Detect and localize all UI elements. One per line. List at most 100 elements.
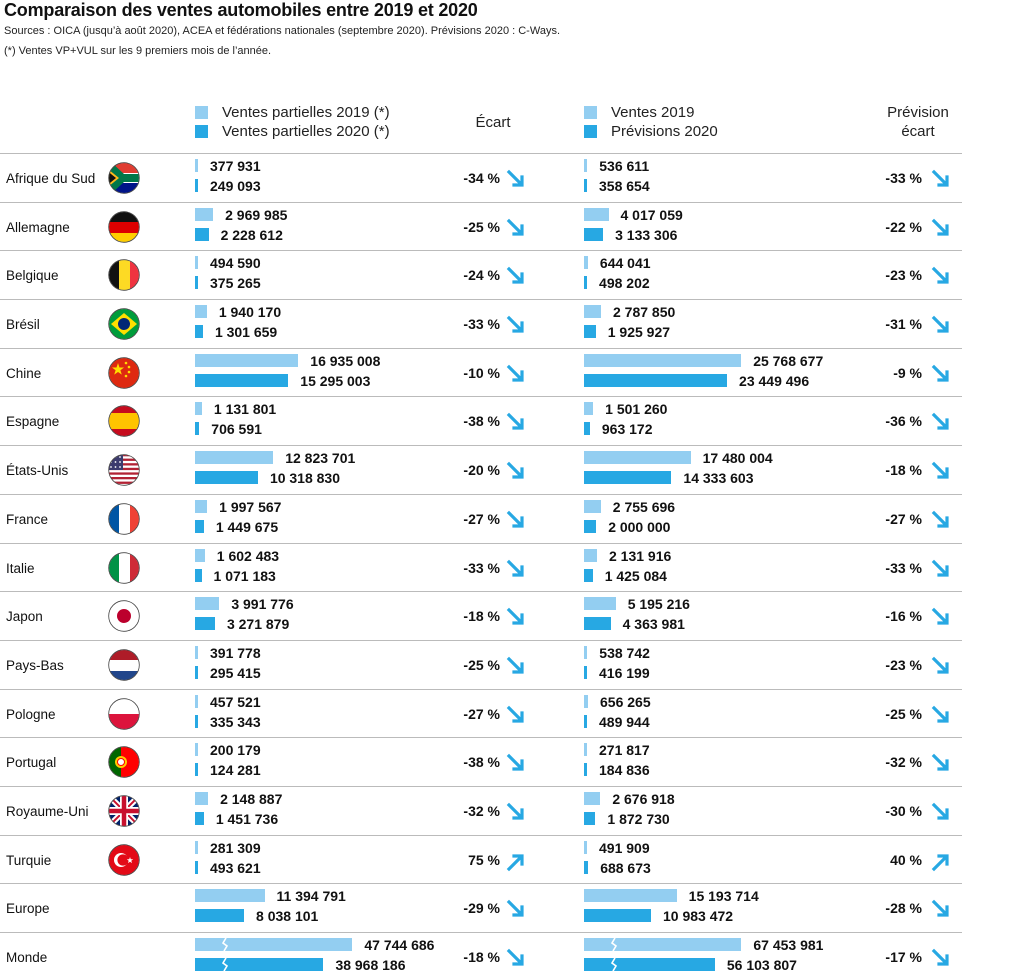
header-ecart: Écart	[475, 114, 511, 131]
value-label: 281 309	[210, 839, 261, 856]
value-label: 17 480 004	[702, 450, 773, 467]
bar-second	[195, 665, 198, 679]
bar-first	[584, 694, 588, 708]
country-label: Belgique	[6, 268, 59, 284]
percent-change: -30 %	[885, 802, 922, 819]
country-label: Italie	[6, 560, 35, 576]
value-label: 1 449 675	[215, 518, 279, 535]
percent-change: -18 %	[463, 608, 500, 625]
flag-japan-icon	[108, 600, 140, 632]
arrow-down-right-icon	[506, 218, 524, 236]
arrow-down-right-icon	[506, 413, 524, 431]
bar-second	[584, 227, 604, 241]
axis-break-icon	[610, 938, 618, 951]
bar-first	[584, 938, 742, 951]
bar-first	[584, 645, 588, 659]
bar-first	[195, 889, 265, 903]
bar-second	[195, 227, 209, 241]
table-row: Pays-Bas 391 778 295 415 -25 % 538 742 416 19…	[0, 639, 962, 689]
value-label: 249 093	[210, 178, 261, 194]
legend-label: Ventes partielles 2019 (*)	[222, 104, 390, 121]
percent-change: -29 %	[463, 900, 500, 917]
bar-second	[584, 714, 587, 728]
flag-turkey-icon	[108, 843, 140, 876]
value-label: 295 415	[210, 664, 261, 681]
country-label: Monde	[6, 950, 48, 965]
arrow-down-right-icon	[506, 559, 524, 577]
legend-swatch-light	[195, 106, 208, 119]
value-label: 67 453 981	[753, 937, 824, 953]
value-label: 2 787 850	[613, 304, 676, 321]
percent-change: -33 %	[885, 559, 922, 576]
value-label: 16 935 008	[310, 352, 381, 369]
flag-netherlands-icon	[108, 649, 140, 681]
bar-second	[195, 179, 198, 192]
value-label: 377 931	[210, 158, 261, 174]
bar-second	[584, 763, 587, 777]
arrow-down-right-icon	[931, 753, 949, 771]
arrow-down-right-icon	[931, 510, 949, 528]
axis-break-icon	[221, 958, 229, 971]
percent-change: -18 %	[463, 949, 500, 965]
percent-change: -25 %	[885, 705, 922, 722]
value-label: 12 823 701	[285, 450, 356, 467]
percent-change: -28 %	[885, 900, 922, 917]
bar-first	[195, 402, 202, 416]
axis-break-icon	[610, 958, 618, 971]
bar-second	[195, 860, 198, 874]
value-label: 2 755 696	[612, 498, 676, 515]
value-label: 688 673	[600, 859, 651, 876]
bar-second	[584, 519, 597, 533]
bar-second	[195, 471, 258, 485]
legend-left: Ventes partielles 2019 (*) Ventes partie…	[195, 103, 390, 141]
value-label: 2 969 985	[225, 206, 288, 223]
arrow-down-right-icon	[506, 705, 524, 723]
percent-change: -38 %	[463, 754, 500, 771]
value-label: 8 038 101	[256, 908, 319, 925]
arrow-down-right-icon	[506, 607, 524, 625]
arrow-down-right-icon	[931, 364, 949, 382]
value-label: 2 148 887	[220, 790, 283, 807]
bar-first	[584, 840, 587, 854]
value-label: 1 131 801	[213, 401, 277, 418]
table-row: Pologne 457 521 335 343 -27 % 656 265 489 944…	[0, 688, 962, 738]
bar-first	[584, 499, 601, 513]
value-label: 493 621	[210, 859, 261, 876]
bar-second	[195, 763, 198, 777]
value-label: 2 131 916	[609, 547, 672, 564]
arrow-down-right-icon	[931, 461, 949, 479]
percent-change: -18 %	[885, 462, 922, 479]
percent-change: -33 %	[885, 170, 922, 186]
bar-first	[195, 938, 353, 951]
bar-first	[584, 597, 616, 611]
percent-change: -25 %	[463, 656, 500, 673]
value-label: 416 199	[599, 664, 650, 681]
legend-item-2019-partial: Ventes partielles 2019 (*)	[195, 103, 390, 122]
percent-change: -9 %	[893, 364, 922, 381]
percent-change: -31 %	[885, 316, 922, 333]
bar-first	[195, 645, 198, 659]
axis-break-icon	[221, 938, 229, 951]
bar-second	[195, 276, 198, 290]
table-row: Allemagne 2 969 985 2 228 612 -25 % 4 017 05…	[0, 201, 962, 251]
arrow-down-right-icon	[506, 267, 524, 284]
percent-change: -17 %	[885, 949, 922, 965]
arrow-down-right-icon	[506, 364, 524, 382]
value-label: 536 611	[599, 158, 650, 174]
flag-spain-icon	[108, 405, 140, 438]
value-label: 375 265	[210, 275, 261, 292]
country-label: Allemagne	[6, 219, 70, 235]
value-label: 644 041	[599, 255, 651, 272]
bar-second	[584, 665, 587, 679]
footnote: (*) Ventes VP+VUL sur les 9 premiers moi…	[4, 45, 272, 57]
value-label: 124 281	[210, 762, 261, 779]
value-label: 498 202	[599, 275, 650, 292]
country-label: France	[6, 511, 49, 527]
legend-swatch-light	[584, 106, 597, 119]
table-body: Afrique du Sud 377 931 249 093 -34 % 536 611…	[0, 153, 962, 980]
bar-first	[584, 207, 609, 221]
bar-second	[195, 373, 289, 387]
value-label: 1 425 084	[604, 567, 667, 584]
bar-second	[584, 909, 651, 923]
value-label: 1 501 260	[605, 401, 668, 418]
